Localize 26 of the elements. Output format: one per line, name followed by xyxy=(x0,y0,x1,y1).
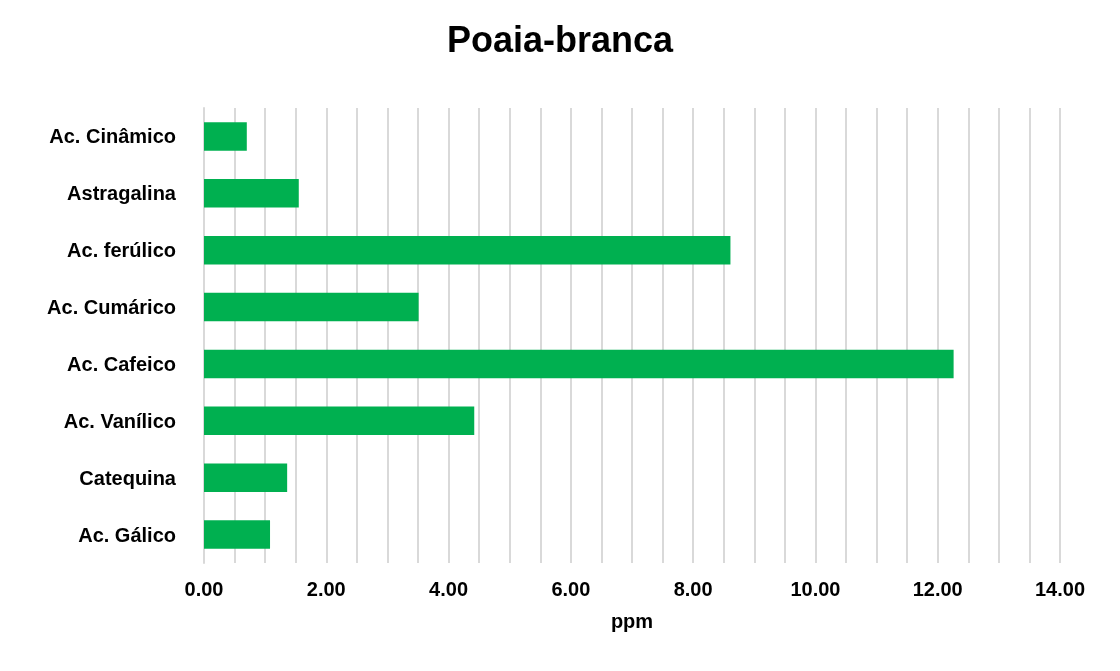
x-tick-label: 6.00 xyxy=(551,578,591,600)
x-tick-label: 0.00 xyxy=(184,578,224,600)
y-tick-label: Ac. Cumárico xyxy=(47,296,176,319)
x-tick-label: 10.00 xyxy=(790,578,841,600)
y-tick-label: Ac. Vanílico xyxy=(63,409,176,432)
chart-title: Poaia-branca xyxy=(446,18,675,60)
bar xyxy=(204,235,731,265)
x-tick-label: 14.00 xyxy=(1034,578,1086,600)
bar xyxy=(204,179,299,208)
bar xyxy=(204,122,247,151)
y-tick-label: Ac. Cinâmico xyxy=(49,125,176,148)
x-tick-label: 4.00 xyxy=(429,578,469,600)
bar xyxy=(204,292,419,322)
y-tick-label: Astragalina xyxy=(67,182,177,205)
bar xyxy=(204,520,271,549)
y-tick-label: Ac. Gálico xyxy=(78,523,176,546)
x-axis-title: ppm xyxy=(610,610,654,632)
y-tick-label: Catequina xyxy=(79,466,177,489)
bar xyxy=(204,463,288,492)
x-tick-label: 8.00 xyxy=(673,578,713,600)
bar xyxy=(204,349,954,379)
bar xyxy=(204,406,475,436)
y-tick-label: Ac. Cafeico xyxy=(67,352,176,375)
y-tick-label: Ac. ferúlico xyxy=(67,239,176,262)
x-tick-label: 2.00 xyxy=(306,578,346,600)
x-tick-label: 12.00 xyxy=(912,578,963,600)
